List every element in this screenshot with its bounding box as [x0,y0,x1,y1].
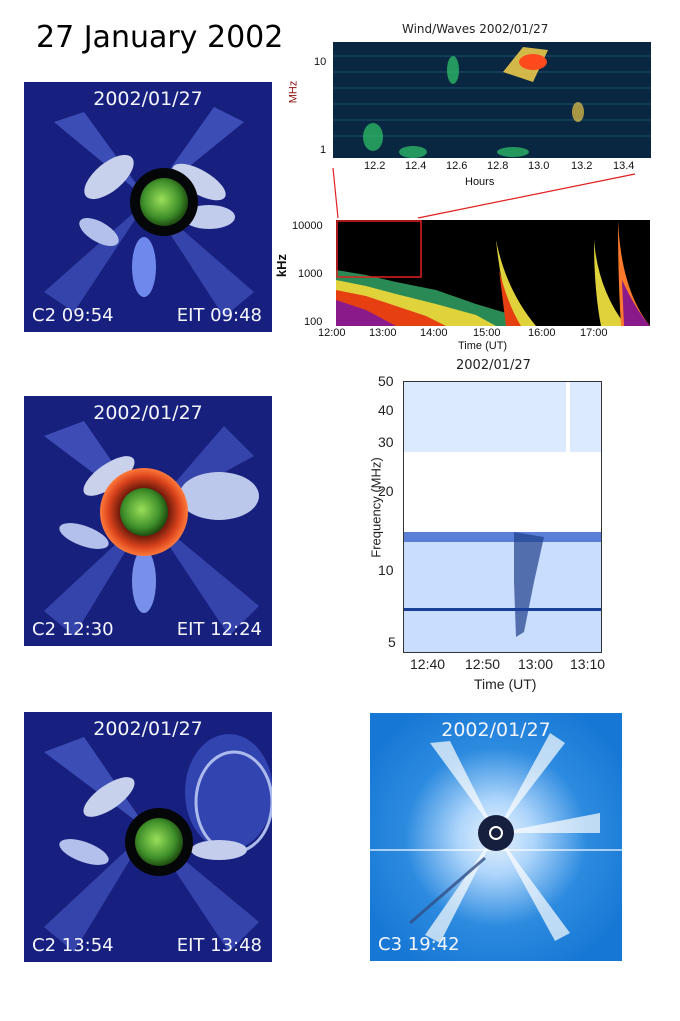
x-tick: 13:00 [518,656,554,672]
c2-time-label: C2 09:54 [32,305,114,326]
x-tick: 12.4 [405,160,427,172]
y-tick: 100 [304,316,323,328]
x-tick: 15:00 [473,327,501,339]
wind-waves-full-spectrogram [336,220,650,326]
c3-time-label: C3 19:42 [378,934,460,955]
x-tick: 12:40 [410,656,446,672]
x-tick: 12:50 [465,656,501,672]
coronagraph-image-c2-1354: 2002/01/27 C2 13:54 EIT 13:48 [24,712,272,962]
y-axis-label: kHz [274,253,290,278]
wind-waves-title: Wind/Waves 2002/01/27 [402,22,549,36]
wind-waves-zoom-spectrogram [333,42,651,158]
y-tick: 10000 [292,220,323,232]
x-tick: 16:00 [528,327,556,339]
y-tick: 10 [314,56,327,68]
panel-date: 2002/01/27 [441,719,551,741]
c2-time-label: C2 12:30 [32,619,114,640]
panel-date: 2002/01/27 [93,88,203,110]
zoom-connector-lines [332,167,636,219]
y-tick: 5 [388,634,396,650]
coronagraph-image-c2-0954: 2002/01/27 C2 09:54 EIT 09:48 [24,82,272,332]
x-axis-label: Hours [465,176,495,188]
coronagraph-image-c3-1942: 2002/01/27 C3 19:42 [370,713,622,961]
coronagraph-image-c2-1230: 2002/01/27 C2 12:30 EIT 12:24 [24,396,272,646]
y-axis-label: Frequency (MHz) [368,457,384,558]
x-axis-label: Time (UT) [458,340,508,352]
eit-time-label: EIT 09:48 [176,305,262,326]
x-tick: 12.6 [446,160,468,172]
x-tick: 13:10 [570,656,606,672]
y-axis-label: MHz [287,80,300,104]
y-tick: 20 [378,483,394,499]
x-axis-label: Time (UT) [474,676,537,692]
eit-time-label: EIT 12:24 [176,619,262,640]
radio-spectrum-plot [403,381,602,653]
y-tick: 40 [378,402,394,418]
x-tick: 13.4 [613,160,635,172]
panel-date: 2002/01/27 [93,402,203,424]
y-tick: 1 [320,144,327,156]
eit-time-label: EIT 13:48 [176,935,262,956]
c2-time-label: C2 13:54 [32,935,114,956]
x-tick: 12.8 [487,160,509,172]
y-tick: 10 [378,562,394,578]
x-tick: 12.2 [364,160,386,172]
panel-date: 2002/01/27 [93,718,203,740]
x-tick: 12:00 [318,327,346,339]
x-tick: 17:00 [580,327,608,339]
page-title: 27 January 2002 [36,20,284,55]
radio-spectrum-title: 2002/01/27 [456,358,531,373]
x-tick: 13.2 [571,160,593,172]
x-tick: 14:00 [420,327,448,339]
y-tick: 1000 [298,268,323,280]
y-tick: 30 [378,434,394,450]
x-tick: 13.0 [528,160,550,172]
x-tick: 13:00 [369,327,397,339]
y-tick: 50 [378,373,394,389]
